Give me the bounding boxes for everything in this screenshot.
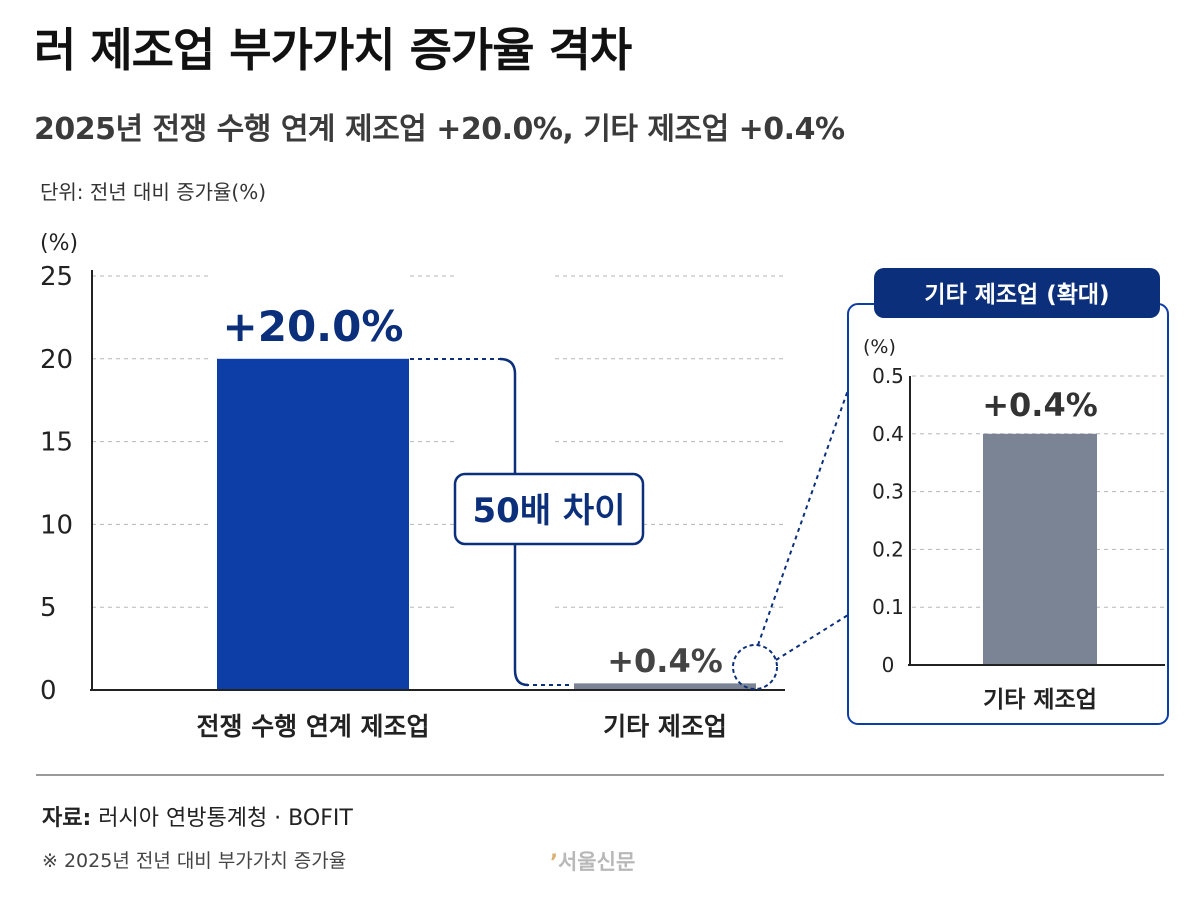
chart-subtitle: 2025년 전쟁 수행 연계 제조업 +20.0%, 기타 제조업 +0.4% <box>34 112 845 147</box>
main-y-tick-label: 20 <box>40 345 73 375</box>
unit-label: 단위: 전년 대비 증가율(%) <box>40 180 267 204</box>
inset-chart: 기타 제조업 (확대) (%) 0 0.1 0.2 0.3 0.4 0.5 +0.4% 기… <box>847 268 1169 725</box>
inset-gridlines <box>912 375 1165 608</box>
inset-title-badge <box>874 268 1160 318</box>
gap-annotation-box <box>453 472 645 546</box>
logo-text: 서울신문 <box>557 850 636 874</box>
main-data-label: +20.0% <box>223 302 404 351</box>
inset-y-tick-labels: 0 0.1 0.2 0.3 0.4 0.5 <box>872 364 904 677</box>
inset-category-label: 기타 제조업 <box>983 687 1097 713</box>
inset-data-labels: +0.4% <box>982 386 1098 424</box>
main-bars <box>217 358 756 690</box>
inset-y-tick-label: 0.4 <box>872 422 904 446</box>
zoom-connector-upper <box>757 389 849 646</box>
logo-mark: ’ <box>550 850 558 874</box>
inset-category-labels: 기타 제조업 <box>983 687 1097 713</box>
source-line: 자료: 러시아 연방통계청 · BOFIT <box>42 800 353 832</box>
main-data-labels: +20.0% +0.4% <box>223 302 723 680</box>
inset-y-axis-unit: (%) <box>863 336 896 358</box>
publisher-logo: ’서울신문 <box>550 846 635 876</box>
main-y-tick-label: 15 <box>40 428 73 458</box>
main-y-axis-unit: (%) <box>40 231 78 256</box>
inset-bar <box>983 433 1097 665</box>
chart-area: 0 5 10 15 20 25 (%) +20.0% +0.4% 전쟁 수행 연계 제조업 기… <box>40 231 1169 741</box>
main-gridlines <box>92 275 785 608</box>
main-category-labels: 전쟁 수행 연계 제조업 기타 제조업 <box>196 712 726 741</box>
main-y-tick-label: 5 <box>40 593 57 623</box>
footer-divider <box>36 774 1164 776</box>
main-y-tick-label: 25 <box>40 262 73 292</box>
zoom-connector-lower <box>775 614 849 661</box>
main-y-tick-label: 10 <box>40 510 73 540</box>
main-category-label: 기타 제조업 <box>603 712 727 741</box>
gap-annotation-label: 50배 차이 <box>473 491 626 531</box>
inset-title: 기타 제조업 (확대) <box>924 282 1109 308</box>
inset-y-tick-label: 0.2 <box>872 537 904 561</box>
zoom-callout <box>732 389 849 690</box>
main-data-label: +0.4% <box>607 642 723 680</box>
inset-y-tick-label: 0.3 <box>872 480 904 504</box>
footnote: ※ 2025년 전년 대비 부가가치 증가율 <box>42 850 347 872</box>
main-y-tick-labels: 0 5 10 15 20 25 <box>40 262 73 706</box>
source-prefix: 자료: <box>42 806 92 831</box>
main-y-tick-label: 0 <box>40 676 57 706</box>
main-category-label: 전쟁 수행 연계 제조업 <box>196 712 429 741</box>
main-chart: 0 5 10 15 20 25 (%) +20.0% +0.4% 전쟁 수행 연계 제조업 기… <box>40 231 785 741</box>
inset-y-tick-label: 0.5 <box>872 364 904 388</box>
inset-y-tick-label: 0 <box>882 653 895 677</box>
chart-title: 러 제조업 부가가치 증가율 격차 <box>34 23 632 77</box>
inset-bars <box>983 433 1097 665</box>
source-text: 러시아 연방통계청 · BOFIT <box>91 806 353 831</box>
inset-y-tick-label: 0.1 <box>872 595 904 619</box>
main-bar <box>574 683 756 690</box>
zoom-focus-circle <box>732 644 778 690</box>
main-bar <box>217 358 409 690</box>
inset-data-label: +0.4% <box>982 386 1098 424</box>
